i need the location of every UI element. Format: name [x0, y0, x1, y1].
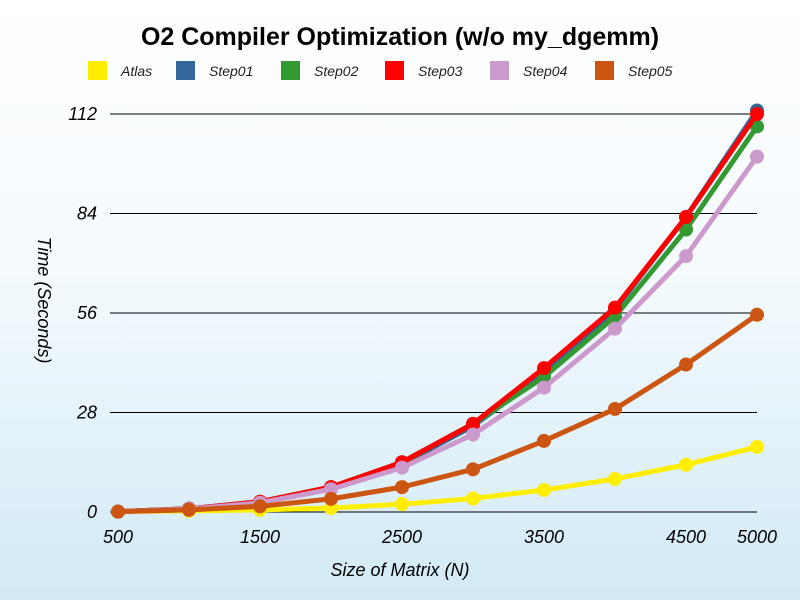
data-point-step05-4500 [679, 357, 693, 372]
x-axis-label: Size of Matrix (N) [330, 560, 469, 580]
data-point-atlas-2500 [395, 497, 409, 512]
legend-item-step02: Step02 [281, 61, 359, 80]
y-axis-label: Time (Seconds) [34, 237, 54, 364]
data-point-step03-3000 [466, 416, 480, 431]
x-tick-label-2500: 2500 [381, 527, 422, 547]
data-point-atlas-3500 [537, 482, 551, 497]
data-point-step02-4500 [679, 222, 693, 237]
data-point-atlas-3000 [466, 491, 480, 506]
legend-label: Step01 [209, 63, 253, 79]
data-point-step05-2500 [395, 480, 409, 495]
data-point-atlas-5000 [750, 439, 764, 454]
data-point-step04-4000 [608, 321, 622, 336]
legend-swatch [595, 61, 614, 80]
data-point-step04-2500 [395, 460, 409, 475]
data-point-step04-3500 [537, 380, 551, 395]
data-point-step05-3500 [537, 433, 551, 448]
legend-swatch [281, 61, 300, 80]
data-point-step04-3000 [466, 427, 480, 442]
x-tick-label-4500: 4500 [666, 527, 706, 547]
y-tick-label-112: 112 [68, 104, 97, 124]
x-axis-ticks: 500 1500 2500 3500 4500 5000 [103, 527, 777, 547]
gridlines [110, 113, 757, 513]
data-point-step03-4500 [679, 210, 693, 225]
data-point-step05-1000 [182, 502, 196, 517]
y-axis-ticks: 0 28 56 84 112 [68, 104, 98, 522]
legend-label: Step02 [314, 63, 359, 79]
legend-item-step04: Step04 [490, 61, 568, 80]
data-point-step05-2000 [324, 491, 338, 506]
x-tick-label-3500: 3500 [524, 527, 564, 547]
data-point-atlas-4000 [608, 471, 622, 486]
legend-label: Step03 [418, 63, 463, 79]
legend-label: Step05 [628, 63, 673, 79]
x-tick-label-1500: 1500 [240, 527, 280, 547]
series-step04 [111, 149, 764, 519]
series-layer [111, 103, 764, 519]
data-point-step04-2000 [324, 482, 338, 497]
series-line-step05 [115, 312, 760, 515]
data-point-atlas-4500 [679, 457, 693, 472]
legend: Atlas Step01 Step02 Step03 Step04 Step05 [88, 61, 673, 80]
legend-swatch [490, 61, 509, 80]
legend-swatch [176, 61, 195, 80]
data-point-step03-5000 [750, 107, 764, 121]
y-tick-label-0: 0 [87, 502, 97, 522]
data-point-step04-5000 [750, 149, 764, 164]
legend-item-step03: Step03 [385, 61, 463, 80]
y-tick-label-84: 84 [77, 204, 97, 224]
data-point-step04-4500 [679, 249, 693, 264]
data-point-step05-5000 [750, 307, 764, 322]
data-point-step05-3000 [466, 462, 480, 477]
legend-item-step01: Step01 [176, 61, 253, 80]
legend-item-atlas: Atlas [88, 61, 152, 80]
series-line-step04 [115, 154, 760, 515]
x-tick-label-500: 500 [103, 527, 133, 547]
legend-swatch [88, 61, 107, 80]
legend-item-step05: Step05 [595, 61, 673, 80]
legend-label: Step04 [523, 63, 568, 79]
chart-title: O2 Compiler Optimization (w/o my_dgemm) [141, 23, 659, 51]
data-point-step05-1500 [253, 499, 267, 514]
y-tick-label-56: 56 [77, 303, 98, 323]
data-point-step03-4000 [608, 300, 622, 315]
y-tick-label-28: 28 [76, 403, 97, 423]
series-line-step02 [115, 123, 760, 515]
series-step01 [111, 103, 764, 519]
series-step05 [111, 307, 764, 519]
legend-label: Atlas [120, 63, 152, 79]
data-point-step05-500 [111, 504, 125, 519]
legend-swatch [385, 61, 404, 80]
x-tick-label-5000: 5000 [737, 527, 777, 547]
data-point-step05-4000 [608, 401, 622, 416]
series-step02 [111, 119, 764, 519]
data-point-step03-3500 [537, 361, 551, 376]
